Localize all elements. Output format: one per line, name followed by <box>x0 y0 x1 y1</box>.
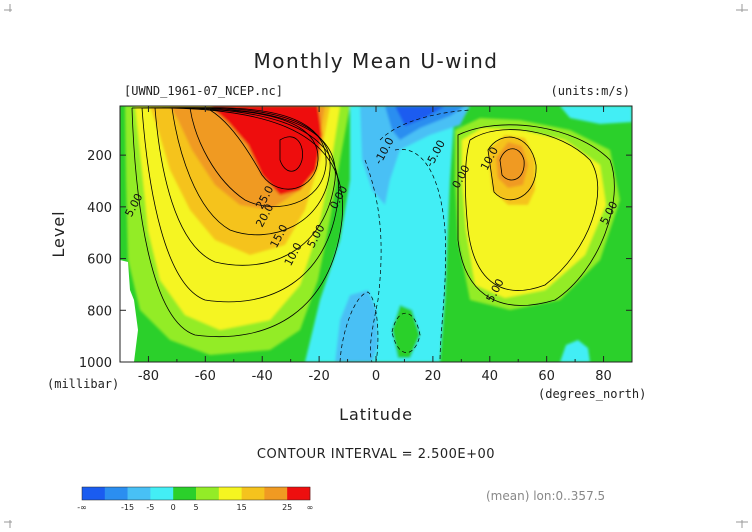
contour-interval-label: CONTOUR INTERVAL = 2.500E+00 <box>257 447 495 462</box>
colorbar-label: -15 <box>121 503 134 512</box>
y-axis: 200 400 600 800 1000 <box>79 149 632 371</box>
mean-note: (mean) lon:0..357.5 <box>486 489 605 503</box>
colorbar-label: ∞ <box>307 503 314 512</box>
chart-title: Monthly Mean U-wind <box>254 49 499 73</box>
colorbar-label: -5 <box>146 503 154 512</box>
colorbar-swatch <box>287 487 311 500</box>
y-tick-label: 400 <box>87 201 112 216</box>
colorbar-swatch <box>104 487 128 500</box>
colorbar-label: 5 <box>193 503 198 512</box>
colorbar-frame <box>81 486 311 501</box>
page-corner-marks <box>4 4 748 528</box>
contour-lines <box>131 107 615 338</box>
x-axis: -80 -60 -40 -20 0 20 40 60 80 <box>119 106 633 384</box>
y-tick-label: 200 <box>87 149 112 164</box>
colorbar-label: 25 <box>282 503 292 512</box>
colorbar-label: -∞ <box>77 503 87 512</box>
x-tick-label: 60 <box>538 369 555 384</box>
x-axis-unit: (degrees_north) <box>538 387 646 401</box>
colorbar-label: 15 <box>237 503 247 512</box>
contour-lines-dashed <box>339 109 471 362</box>
contour-field <box>120 106 632 362</box>
y-tick-label: 600 <box>87 253 112 268</box>
colorbar-swatch <box>127 487 151 500</box>
colorbar-swatch <box>173 487 197 500</box>
region-lightblue-low <box>335 290 378 362</box>
colorbar-swatch <box>264 487 288 500</box>
x-tick-label: -40 <box>252 369 273 384</box>
colorbar-swatch <box>82 487 106 500</box>
region-cyan-tropics <box>305 106 455 362</box>
region-green-island <box>392 305 420 358</box>
x-tick-label: -80 <box>138 369 159 384</box>
units-label: (units:m/s) <box>551 84 630 98</box>
dataset-label: [UWND_1961-07_NCEP.nc] <box>124 84 283 98</box>
region-missing-data <box>120 260 138 362</box>
y-tick-label: 1000 <box>79 356 112 371</box>
colorbar: -∞ -15 -5 0 5 15 25 ∞ <box>77 486 314 512</box>
x-tick-label: 20 <box>425 369 442 384</box>
region-red-sh <box>210 106 322 195</box>
x-axis-title: Latitude <box>339 405 413 424</box>
y-axis-title: Level <box>49 210 68 257</box>
x-tick-label: -20 <box>308 369 329 384</box>
y-axis-unit: (millibar) <box>47 377 119 391</box>
x-tick-label: 0 <box>372 369 380 384</box>
colorbar-swatch <box>241 487 265 500</box>
colorbar-swatch <box>150 487 174 500</box>
y-tick-label: 800 <box>87 304 112 319</box>
x-tick-label: -60 <box>195 369 216 384</box>
colorbar-swatch <box>218 487 242 500</box>
region-lightblue-upper <box>360 106 470 205</box>
region-cyan-top-right <box>560 106 632 124</box>
colorbar-swatch <box>196 487 220 500</box>
x-tick-label: 80 <box>595 369 612 384</box>
x-tick-label: 40 <box>482 369 499 384</box>
region-cyan-nh-surface <box>560 340 590 362</box>
colorbar-label: 0 <box>171 503 176 512</box>
